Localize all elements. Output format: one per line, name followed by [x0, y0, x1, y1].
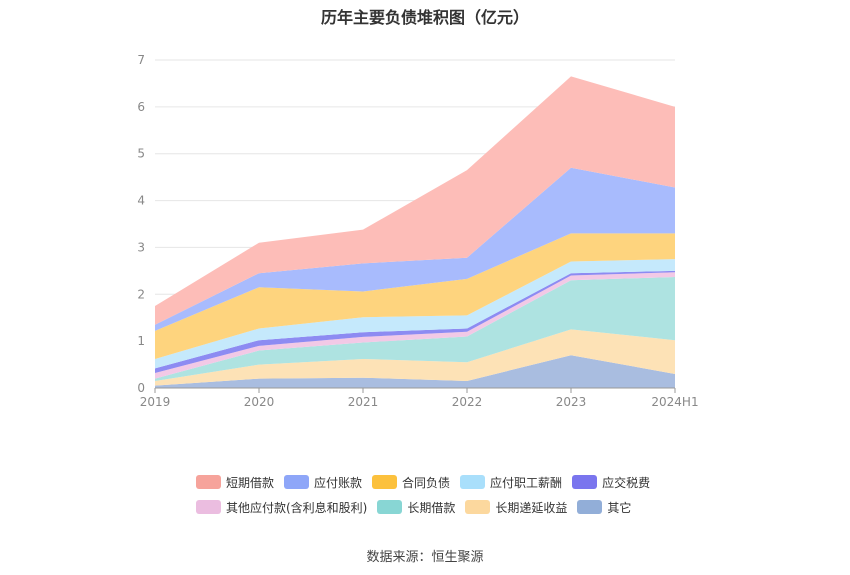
y-tick-label: 4 [137, 194, 145, 208]
legend-swatch [377, 500, 403, 514]
legend-swatch [372, 475, 398, 489]
x-tick-label: 2024H1 [651, 395, 698, 409]
legend-item-other-payables[interactable]: 其他应付款(含利息和股利) [196, 499, 367, 516]
legend-swatch [284, 475, 310, 489]
legend-label: 应付职工薪酬 [490, 475, 563, 490]
y-tick-label: 1 [137, 334, 145, 348]
legend-item-short-term-loans[interactable]: 短期借款 [196, 474, 274, 491]
legend-swatch [577, 500, 603, 514]
x-tick-label: 2020 [244, 395, 275, 409]
legend-row-1: 短期借款 应付账款 合同负债 应付职工薪酬 应交税费 [196, 472, 676, 492]
y-tick-label: 0 [137, 381, 145, 395]
area-短期借款[interactable] [155, 76, 675, 325]
area-layer [155, 76, 675, 388]
legend-swatch [572, 475, 598, 489]
legend-item-deferred-income[interactable]: 长期递延收益 [465, 499, 567, 516]
x-tick-label: 2022 [452, 395, 483, 409]
area-长期递延收益[interactable] [155, 329, 675, 386]
axis-layer: 0 1 2 3 4 5 6 7 2019 2020 2021 2022 2023 2024H1 [137, 53, 698, 409]
legend: 短期借款 应付账款 合同负债 应付职工薪酬 应交税费 其他应付款(含利息和股利)… [196, 472, 676, 522]
legend-swatch [465, 500, 491, 514]
legend-label: 应交税费 [602, 475, 651, 490]
y-tick-label: 3 [137, 240, 145, 254]
legend-label: 其他应付款(含利息和股利) [226, 500, 368, 515]
legend-swatch [196, 500, 221, 514]
source-note: 数据来源：恒生聚源 [366, 550, 484, 565]
legend-item-taxes-payable[interactable]: 应交税费 [572, 474, 650, 491]
chart-title: 历年主要负债堆积图（亿元） [320, 8, 529, 27]
legend-swatch [196, 475, 221, 489]
legend-row-2: 其他应付款(含利息和股利) 长期借款 长期递延收益 其它 [196, 497, 676, 517]
y-tick-label: 2 [137, 287, 145, 301]
area-合同负债[interactable] [155, 233, 675, 359]
y-tick-label: 7 [137, 53, 145, 67]
area-应付职工薪酬[interactable] [155, 259, 675, 369]
legend-item-accounts-payable[interactable]: 应付账款 [284, 474, 362, 491]
legend-item-long-term-loans[interactable]: 长期借款 [377, 499, 455, 516]
legend-item-employee-payable[interactable]: 应付职工薪酬 [460, 474, 562, 491]
legend-label: 其它 [607, 500, 632, 515]
legend-item-other[interactable]: 其它 [577, 499, 631, 516]
x-tick-label: 2021 [348, 395, 379, 409]
legend-item-contract-liabilities[interactable]: 合同负债 [372, 474, 450, 491]
legend-label: 长期借款 [407, 500, 456, 515]
area-长期借款[interactable] [155, 276, 675, 381]
legend-label: 长期递延收益 [495, 500, 568, 515]
area-应付账款[interactable] [155, 167, 675, 331]
y-tick-label: 5 [137, 147, 145, 161]
area-其它[interactable] [155, 355, 675, 388]
legend-label: 短期借款 [226, 475, 275, 490]
x-tick-label: 2019 [140, 395, 171, 409]
y-tick-label: 6 [137, 100, 145, 114]
x-tick-label: 2023 [556, 395, 587, 409]
legend-label: 应付账款 [314, 475, 363, 490]
legend-swatch [460, 475, 486, 489]
legend-label: 合同负债 [402, 475, 451, 490]
